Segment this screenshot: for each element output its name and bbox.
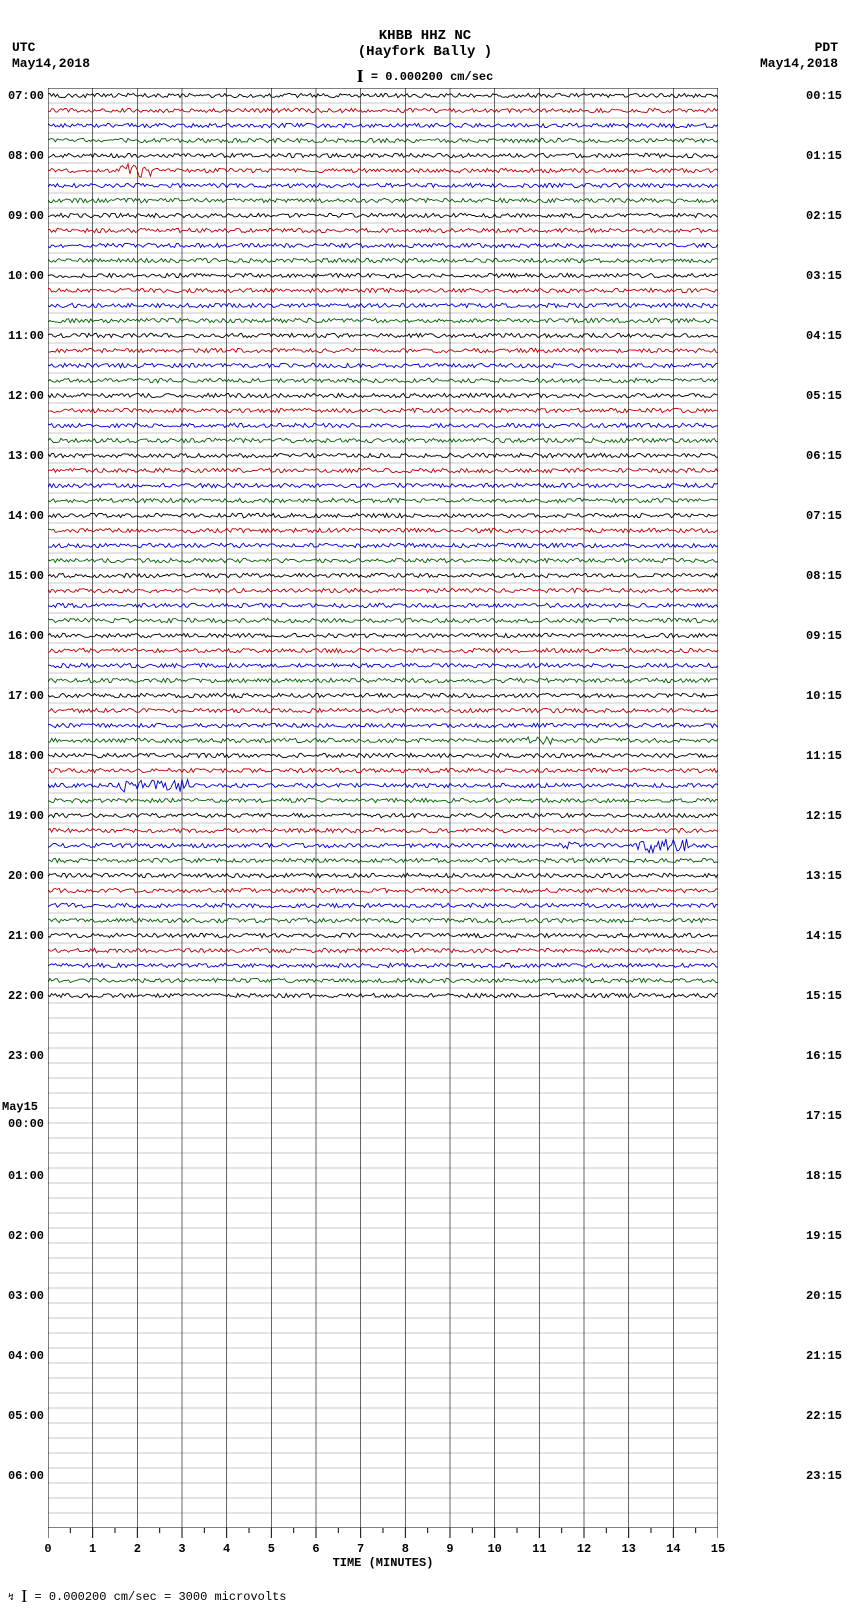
footer-prefix-icon: ↯ bbox=[8, 1593, 14, 1604]
right-tz: PDT bbox=[760, 40, 838, 56]
x-tick-label: 5 bbox=[268, 1542, 275, 1556]
left-hour-label: 17:00 bbox=[8, 689, 44, 703]
right-hour-label: 18:15 bbox=[806, 1169, 842, 1183]
x-tick-labels: 0123456789101112131415 bbox=[48, 1542, 718, 1554]
right-hour-label: 20:15 bbox=[806, 1289, 842, 1303]
left-timezone-block: UTC May14,2018 bbox=[12, 40, 90, 72]
header-scale-text: = 0.000200 cm/sec bbox=[371, 70, 493, 84]
station-id: KHBB HHZ NC bbox=[0, 28, 850, 44]
x-tick-label: 11 bbox=[532, 1542, 546, 1556]
scale-bar-icon: I bbox=[357, 66, 364, 86]
x-tick-label: 9 bbox=[446, 1542, 453, 1556]
left-day-break-lower: 00:00 bbox=[8, 1117, 44, 1131]
right-hour-label: 05:15 bbox=[806, 389, 842, 403]
left-hour-label: 03:00 bbox=[8, 1289, 44, 1303]
left-hour-label: 09:00 bbox=[8, 209, 44, 223]
footer-scale-bar-icon: I bbox=[21, 1586, 27, 1606]
right-hour-label: 16:15 bbox=[806, 1049, 842, 1063]
left-day-break-upper: May15 bbox=[2, 1100, 38, 1114]
left-hour-label: 23:00 bbox=[8, 1049, 44, 1063]
left-hour-label: 05:00 bbox=[8, 1409, 44, 1423]
right-hour-label: 23:15 bbox=[806, 1469, 842, 1483]
x-tick-label: 15 bbox=[711, 1542, 725, 1556]
x-axis: 0123456789101112131415 TIME (MINUTES) bbox=[48, 1528, 718, 1570]
left-hour-label: 20:00 bbox=[8, 869, 44, 883]
right-hour-label: 09:15 bbox=[806, 629, 842, 643]
left-hour-label: 14:00 bbox=[8, 509, 44, 523]
x-tick-label: 14 bbox=[666, 1542, 680, 1556]
station-location: (Hayfork Bally ) bbox=[0, 44, 850, 60]
x-tick-label: 0 bbox=[44, 1542, 51, 1556]
left-hour-label: 11:00 bbox=[8, 329, 44, 343]
right-hour-label: 02:15 bbox=[806, 209, 842, 223]
left-hour-labels: 07:00 08:00 09:00 10:00 11:00 12:00 13:00 14:00… bbox=[0, 88, 46, 1528]
seismogram-plot bbox=[48, 88, 718, 1528]
left-hour-label: 06:00 bbox=[8, 1469, 44, 1483]
right-hour-label: 01:15 bbox=[806, 149, 842, 163]
right-hour-label: 07:15 bbox=[806, 509, 842, 523]
right-hour-labels: 00:15 01:15 02:15 03:15 04:15 05:15 06:15 07:15… bbox=[804, 88, 850, 1528]
x-tick-label: 10 bbox=[487, 1542, 501, 1556]
x-tick-label: 6 bbox=[312, 1542, 319, 1556]
right-hour-label: 13:15 bbox=[806, 869, 842, 883]
right-hour-label: 15:15 bbox=[806, 989, 842, 1003]
right-hour-label: 00:15 bbox=[806, 89, 842, 103]
right-hour-label: 08:15 bbox=[806, 569, 842, 583]
footer-scale-line: ↯ I = 0.000200 cm/sec = 3000 microvolts bbox=[8, 1586, 286, 1607]
x-tick-label: 12 bbox=[577, 1542, 591, 1556]
right-hour-label: 21:15 bbox=[806, 1349, 842, 1363]
right-hour-label: 22:15 bbox=[806, 1409, 842, 1423]
x-tick-marks bbox=[48, 1528, 718, 1542]
right-date: May14,2018 bbox=[760, 56, 838, 72]
left-hour-label: 16:00 bbox=[8, 629, 44, 643]
right-hour-label: 17:15 bbox=[806, 1109, 842, 1123]
left-hour-label: 10:00 bbox=[8, 269, 44, 283]
right-hour-label: 19:15 bbox=[806, 1229, 842, 1243]
x-tick-label: 8 bbox=[402, 1542, 409, 1556]
left-hour-label: 12:00 bbox=[8, 389, 44, 403]
left-hour-label: 18:00 bbox=[8, 749, 44, 763]
left-hour-label: 13:00 bbox=[8, 449, 44, 463]
left-hour-label: 07:00 bbox=[8, 89, 44, 103]
left-hour-label: 19:00 bbox=[8, 809, 44, 823]
left-hour-label: 04:00 bbox=[8, 1349, 44, 1363]
header-scale-line: I = 0.000200 cm/sec bbox=[0, 66, 850, 87]
right-timezone-block: PDT May14,2018 bbox=[760, 40, 838, 72]
right-hour-label: 12:15 bbox=[806, 809, 842, 823]
left-tz: UTC bbox=[12, 40, 90, 56]
left-date: May14,2018 bbox=[12, 56, 90, 72]
x-tick-label: 3 bbox=[178, 1542, 185, 1556]
footer-scale-text: = 0.000200 cm/sec = 3000 microvolts bbox=[34, 1590, 286, 1604]
left-hour-label: 22:00 bbox=[8, 989, 44, 1003]
right-hour-label: 03:15 bbox=[806, 269, 842, 283]
right-hour-label: 04:15 bbox=[806, 329, 842, 343]
x-tick-label: 4 bbox=[223, 1542, 230, 1556]
seismogram-svg bbox=[48, 88, 718, 1528]
x-tick-label: 2 bbox=[134, 1542, 141, 1556]
x-tick-label: 1 bbox=[89, 1542, 96, 1556]
right-hour-label: 14:15 bbox=[806, 929, 842, 943]
left-hour-label: 01:00 bbox=[8, 1169, 44, 1183]
x-tick-label: 13 bbox=[621, 1542, 635, 1556]
right-hour-label: 10:15 bbox=[806, 689, 842, 703]
right-hour-label: 11:15 bbox=[806, 749, 842, 763]
header-block: KHBB HHZ NC (Hayfork Bally ) I = 0.00020… bbox=[0, 28, 850, 87]
left-hour-label: 02:00 bbox=[8, 1229, 44, 1243]
seismogram-page: KHBB HHZ NC (Hayfork Bally ) I = 0.00020… bbox=[0, 0, 850, 1613]
x-axis-title: TIME (MINUTES) bbox=[48, 1556, 718, 1570]
right-hour-label: 06:15 bbox=[806, 449, 842, 463]
x-tick-label: 7 bbox=[357, 1542, 364, 1556]
left-hour-label: 15:00 bbox=[8, 569, 44, 583]
left-hour-label: 08:00 bbox=[8, 149, 44, 163]
left-hour-label: 21:00 bbox=[8, 929, 44, 943]
